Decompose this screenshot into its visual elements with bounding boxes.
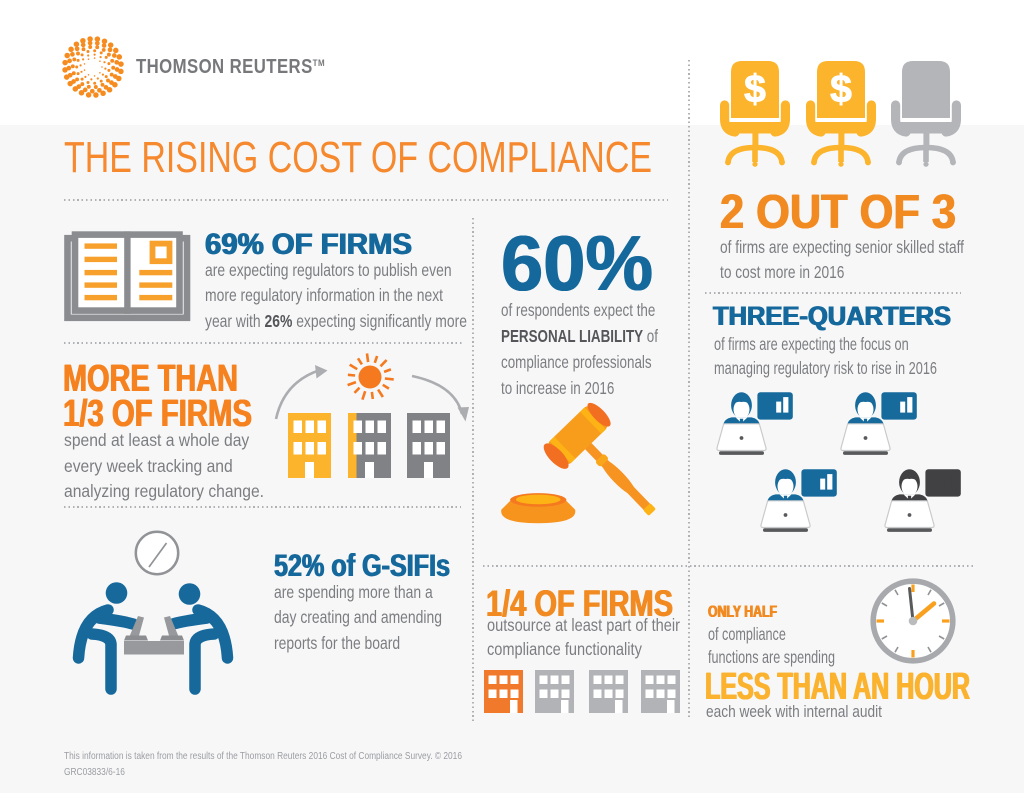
- svg-text:$: $: [744, 68, 766, 111]
- svg-text:$: $: [830, 68, 852, 111]
